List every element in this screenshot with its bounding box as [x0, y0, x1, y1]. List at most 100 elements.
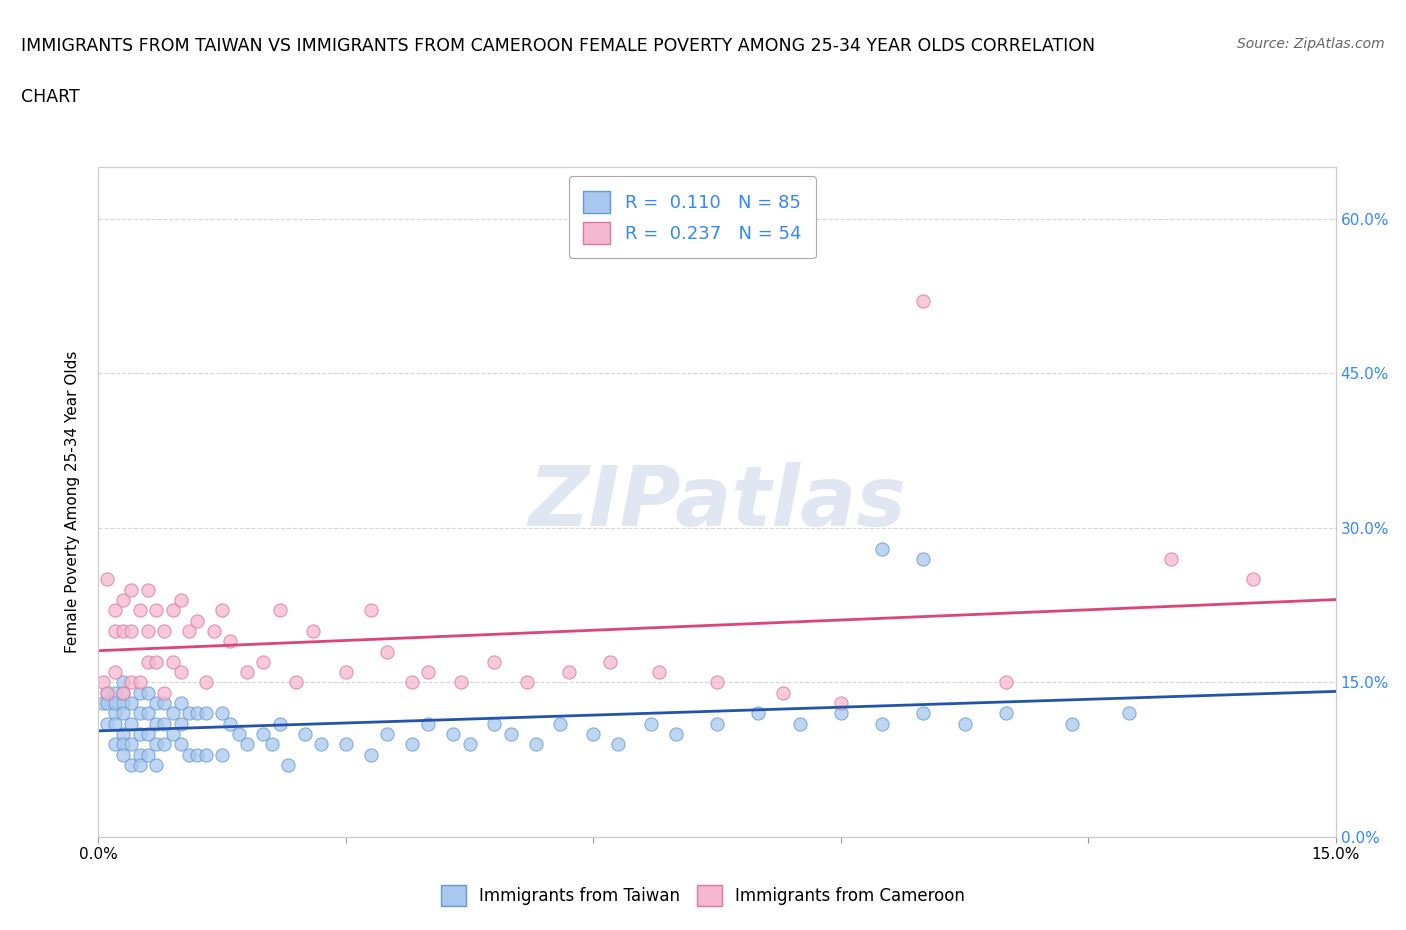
- Point: [550, 716, 572, 731]
- Point: [145, 716, 167, 731]
- Point: [277, 757, 299, 772]
- Point: [153, 716, 176, 731]
- Point: [162, 726, 184, 741]
- Point: [236, 665, 259, 680]
- Point: [912, 706, 935, 721]
- Point: [640, 716, 662, 731]
- Point: [912, 551, 935, 566]
- Point: [162, 706, 184, 721]
- Point: [170, 696, 193, 711]
- Point: [499, 726, 522, 741]
- Point: [309, 737, 332, 751]
- Point: [162, 603, 184, 618]
- Point: [136, 747, 159, 762]
- Point: [607, 737, 630, 751]
- Point: [128, 726, 150, 741]
- Point: [211, 603, 233, 618]
- Point: [170, 716, 193, 731]
- Point: [186, 706, 208, 721]
- Point: [128, 675, 150, 690]
- Y-axis label: Female Poverty Among 25-34 Year Olds: Female Poverty Among 25-34 Year Olds: [65, 351, 80, 654]
- Point: [145, 603, 167, 618]
- Point: [153, 696, 176, 711]
- Point: [136, 726, 159, 741]
- Point: [260, 737, 283, 751]
- Point: [418, 716, 440, 731]
- Point: [252, 655, 274, 670]
- Point: [211, 706, 233, 721]
- Point: [179, 747, 201, 762]
- Point: [112, 706, 135, 721]
- Point: [96, 685, 118, 700]
- Point: [120, 675, 142, 690]
- Point: [269, 603, 291, 618]
- Point: [648, 665, 671, 680]
- Point: [120, 737, 142, 751]
- Point: [104, 603, 127, 618]
- Point: [91, 675, 114, 690]
- Point: [145, 655, 167, 670]
- Point: [870, 716, 893, 731]
- Point: [128, 747, 150, 762]
- Point: [360, 747, 382, 762]
- Point: [170, 737, 193, 751]
- Point: [953, 716, 976, 731]
- Point: [112, 623, 135, 638]
- Point: [194, 706, 217, 721]
- Text: CHART: CHART: [21, 88, 80, 106]
- Point: [136, 582, 159, 597]
- Point: [112, 685, 135, 700]
- Point: [112, 685, 135, 700]
- Point: [170, 665, 193, 680]
- Point: [219, 634, 242, 649]
- Point: [120, 757, 142, 772]
- Point: [458, 737, 481, 751]
- Point: [870, 541, 893, 556]
- Point: [706, 716, 728, 731]
- Point: [285, 675, 308, 690]
- Point: [120, 716, 142, 731]
- Point: [1060, 716, 1083, 731]
- Point: [269, 716, 291, 731]
- Point: [516, 675, 538, 690]
- Point: [112, 696, 135, 711]
- Point: [104, 685, 127, 700]
- Point: [170, 592, 193, 607]
- Point: [211, 747, 233, 762]
- Point: [441, 726, 464, 741]
- Point: [484, 655, 506, 670]
- Point: [1241, 572, 1264, 587]
- Point: [162, 655, 184, 670]
- Point: [335, 737, 357, 751]
- Point: [830, 696, 852, 711]
- Point: [524, 737, 547, 751]
- Point: [360, 603, 382, 618]
- Legend: R =  0.110   N = 85, R =  0.237   N = 54: R = 0.110 N = 85, R = 0.237 N = 54: [569, 177, 815, 259]
- Point: [91, 696, 114, 711]
- Point: [104, 737, 127, 751]
- Point: [112, 726, 135, 741]
- Point: [294, 726, 316, 741]
- Point: [706, 675, 728, 690]
- Point: [335, 665, 357, 680]
- Point: [1160, 551, 1182, 566]
- Point: [830, 706, 852, 721]
- Point: [120, 696, 142, 711]
- Point: [120, 623, 142, 638]
- Point: [104, 696, 127, 711]
- Point: [96, 716, 118, 731]
- Point: [179, 623, 201, 638]
- Point: [186, 613, 208, 628]
- Point: [136, 655, 159, 670]
- Point: [145, 696, 167, 711]
- Point: [557, 665, 579, 680]
- Point: [789, 716, 811, 731]
- Point: [186, 747, 208, 762]
- Point: [375, 726, 398, 741]
- Point: [179, 706, 201, 721]
- Point: [772, 685, 794, 700]
- Point: [665, 726, 688, 741]
- Point: [145, 757, 167, 772]
- Point: [112, 592, 135, 607]
- Point: [450, 675, 472, 690]
